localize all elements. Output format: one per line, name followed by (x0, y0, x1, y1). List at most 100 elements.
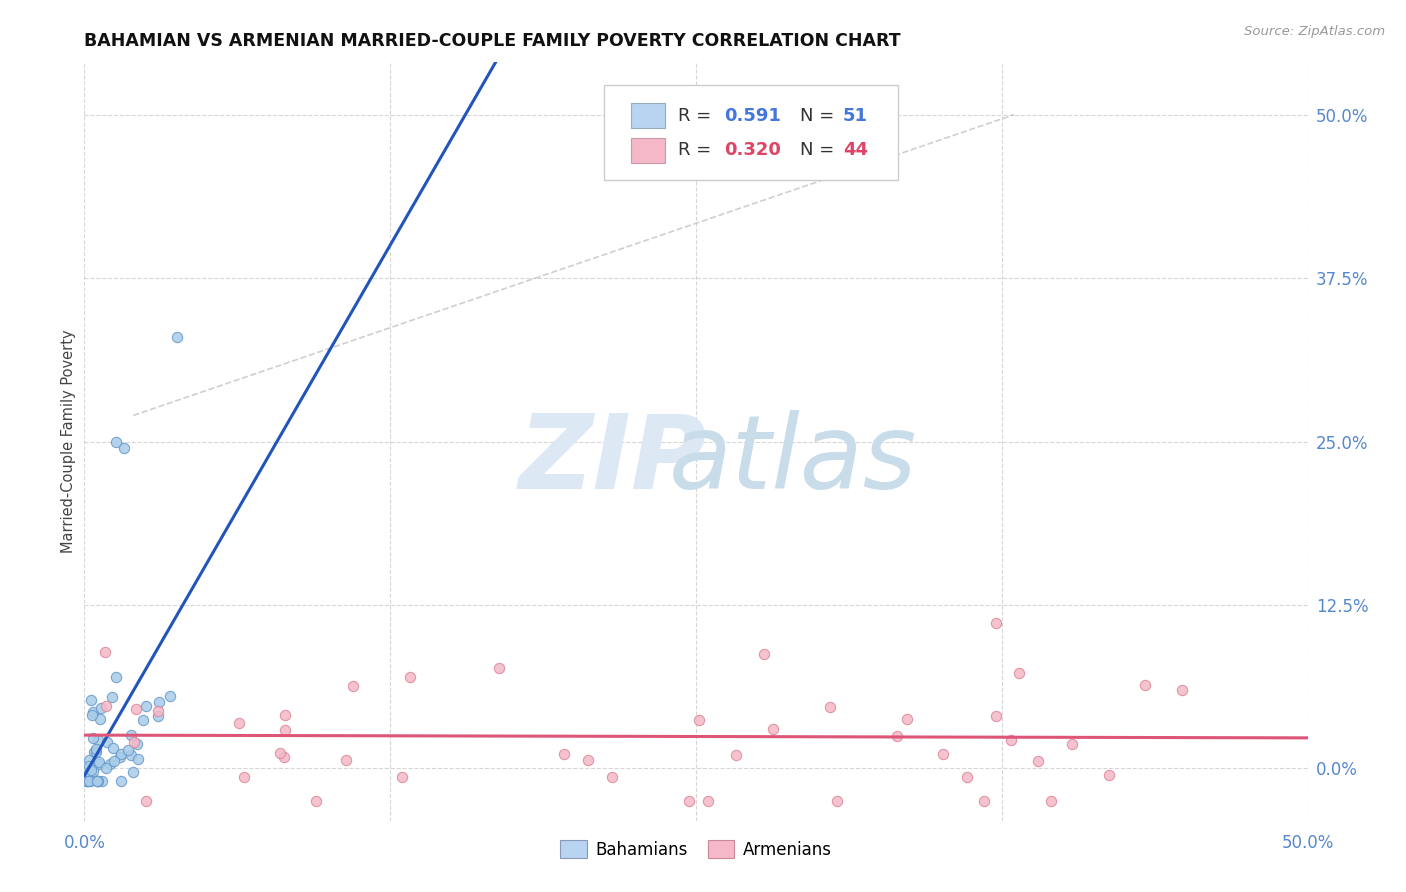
Point (1133, 678, 1156, 692)
Point (100, 690, 122, 704)
Point (896, 712, 918, 726)
Point (825, 794, 848, 808)
Point (98, 757, 121, 772)
Point (132, 714, 155, 728)
Point (79, 759, 101, 773)
FancyBboxPatch shape (631, 137, 665, 163)
Point (488, 661, 510, 675)
Point (89, 757, 111, 772)
Point (600, 770, 623, 784)
Point (135, 699, 157, 714)
Point (83, 745, 105, 759)
Point (120, 747, 142, 762)
Point (82, 706, 104, 720)
Point (80, 708, 103, 723)
Text: BAHAMIAN VS ARMENIAN MARRIED-COUPLE FAMILY POVERTY CORRELATION CHART: BAHAMIAN VS ARMENIAN MARRIED-COUPLE FAMI… (84, 32, 901, 50)
Point (274, 707, 297, 722)
Point (762, 722, 785, 736)
Point (105, 434, 128, 449)
Point (576, 752, 599, 766)
Point (76, 774, 98, 789)
Point (273, 750, 295, 764)
Point (82, 731, 104, 745)
Point (89, 712, 111, 726)
Point (122, 735, 145, 749)
Point (335, 753, 357, 767)
Point (148, 704, 170, 718)
Point (1000, 733, 1022, 747)
Point (96, 735, 118, 749)
Text: atlas: atlas (669, 410, 917, 510)
Point (91, 774, 114, 789)
Point (678, 794, 700, 808)
Point (1008, 666, 1031, 681)
Text: 44: 44 (842, 142, 868, 160)
Point (86, 774, 108, 789)
Point (77, 753, 100, 767)
Text: N =: N = (800, 106, 839, 125)
Point (1039, 794, 1062, 808)
Point (697, 794, 720, 808)
Point (87, 755, 110, 769)
Point (228, 716, 250, 731)
Point (932, 747, 955, 762)
Point (110, 747, 132, 761)
Point (973, 794, 995, 808)
Point (122, 764, 145, 779)
Text: R =: R = (678, 142, 717, 160)
Point (94, 699, 117, 714)
Text: N =: N = (800, 142, 839, 160)
Point (956, 770, 979, 784)
Text: R =: R = (678, 106, 717, 125)
Point (117, 743, 139, 757)
Point (125, 737, 148, 751)
Point (94, 761, 117, 775)
Point (274, 723, 297, 738)
Point (754, 647, 776, 661)
Point (120, 728, 142, 742)
Point (125, 701, 148, 715)
Point (86, 774, 108, 789)
Point (105, 670, 128, 684)
FancyBboxPatch shape (605, 85, 898, 180)
Point (725, 747, 748, 762)
Point (108, 750, 131, 764)
Point (391, 770, 413, 784)
Point (84, 742, 107, 756)
Point (166, 330, 188, 344)
FancyBboxPatch shape (631, 103, 665, 128)
Legend: Bahamians, Armenians: Bahamians, Armenians (554, 833, 838, 865)
Point (342, 680, 364, 694)
Text: 0.591: 0.591 (724, 106, 780, 125)
Point (146, 709, 169, 723)
Point (82, 764, 104, 778)
Point (305, 794, 328, 808)
Text: Source: ZipAtlas.com: Source: ZipAtlas.com (1244, 25, 1385, 38)
Y-axis label: Married-Couple Family Poverty: Married-Couple Family Poverty (60, 330, 76, 553)
Point (553, 747, 575, 761)
Point (820, 700, 842, 714)
Point (76, 774, 98, 789)
Point (233, 770, 256, 784)
Point (984, 709, 1007, 723)
Point (79, 763, 101, 777)
Text: ZIP: ZIP (519, 410, 707, 511)
Point (84, 745, 107, 759)
Point (101, 741, 124, 756)
Point (127, 751, 149, 765)
Text: 51: 51 (842, 106, 868, 125)
Point (110, 774, 132, 789)
Point (86, 774, 108, 789)
Point (93, 645, 115, 659)
Point (159, 690, 181, 704)
Point (90, 701, 112, 715)
Point (886, 729, 908, 743)
Point (87, 774, 110, 789)
Point (688, 713, 710, 727)
Point (76, 774, 98, 789)
Point (79, 774, 101, 789)
Point (1097, 768, 1119, 782)
Point (399, 671, 422, 685)
Point (112, 441, 135, 455)
Point (80, 693, 103, 707)
